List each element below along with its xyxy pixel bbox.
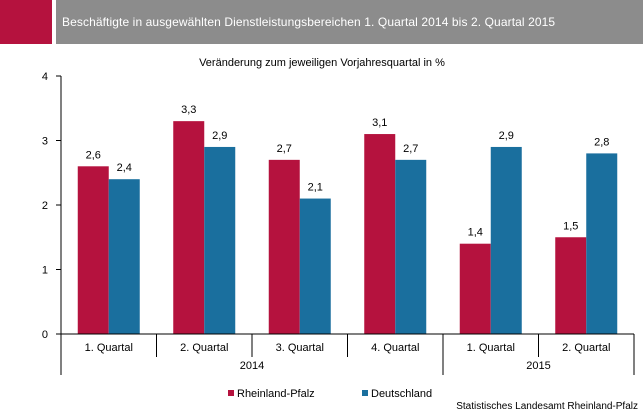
bar-rheinland-pfalz [364, 134, 396, 334]
bar-deutschland [204, 146, 236, 334]
bar-rheinland-pfalz [77, 166, 109, 334]
bar-rheinland-pfalz [459, 243, 491, 334]
data-label: 2,9 [212, 130, 227, 142]
x-tick-label: 2. Quartal [180, 342, 228, 354]
x-year-label: 2015 [526, 360, 550, 372]
legend-swatch-rheinland-pfalz [228, 390, 234, 396]
bar-deutschland [586, 153, 618, 334]
data-label: 2,7 [403, 143, 418, 155]
y-axis: 0 1 2 3 4 [42, 71, 62, 341]
y-tick-label: 2 [42, 200, 48, 212]
data-label: 2,1 [308, 182, 323, 194]
data-label: 3,3 [181, 104, 196, 116]
data-label: 2,8 [594, 136, 609, 148]
legend-swatch-deutschland [362, 390, 368, 396]
y-tick-label: 1 [42, 265, 48, 277]
y-tick-label: 4 [42, 71, 48, 83]
legend-label: Deutschland [371, 388, 432, 400]
bar-rheinland-pfalz [173, 121, 205, 335]
x-tick-label: 2. Quartal [562, 342, 610, 354]
data-label: 1,5 [563, 220, 578, 232]
header-bar: Beschäftigte in ausgewählten Dienstleist… [56, 0, 643, 44]
x-axis: 1. Quartal 2. Quartal 3. Quartal 4. Quartal… [60, 333, 635, 375]
header-title: Beschäftigte in ausgewählten Dienstleist… [62, 15, 556, 29]
data-label: 3,1 [372, 117, 387, 129]
header: Beschäftigte in ausgewählten Dienstleist… [0, 0, 643, 44]
x-tick-label: 1. Quartal [467, 342, 515, 354]
x-tick-label: 4. Quartal [371, 342, 419, 354]
bar-rheinland-pfalz [268, 159, 300, 334]
data-label: 2,9 [499, 130, 514, 142]
source-note: Statistisches Landesamt Rheinland-Pfalz [456, 401, 638, 412]
bar-deutschland [299, 198, 331, 334]
data-label: 2,7 [277, 143, 292, 155]
bar-deutschland [490, 146, 522, 334]
legend-label: Rheinland-Pfalz [237, 388, 315, 400]
header-accent [0, 0, 52, 44]
bar-rheinland-pfalz [555, 237, 587, 334]
data-label: 1,4 [468, 227, 483, 239]
bar-deutschland [395, 159, 427, 334]
x-tick-label: 1. Quartal [85, 342, 133, 354]
data-label: 2,6 [86, 149, 101, 161]
x-year-label: 2014 [240, 360, 264, 372]
bars: 2,6 2,4 3,3 2,9 2,7 2,1 3,1 2,7 1,4 2,9 1,5 2,8 [77, 104, 618, 335]
y-tick-label: 3 [42, 136, 48, 148]
chart-subtitle: Veränderung zum jeweiligen Vorjahresquar… [199, 57, 445, 69]
x-tick-label: 3. Quartal [276, 342, 324, 354]
data-label: 2,4 [117, 162, 132, 174]
legend: Rheinland-Pfalz Deutschland [228, 388, 432, 400]
y-tick-label: 0 [42, 329, 48, 341]
bar-deutschland [108, 179, 140, 334]
